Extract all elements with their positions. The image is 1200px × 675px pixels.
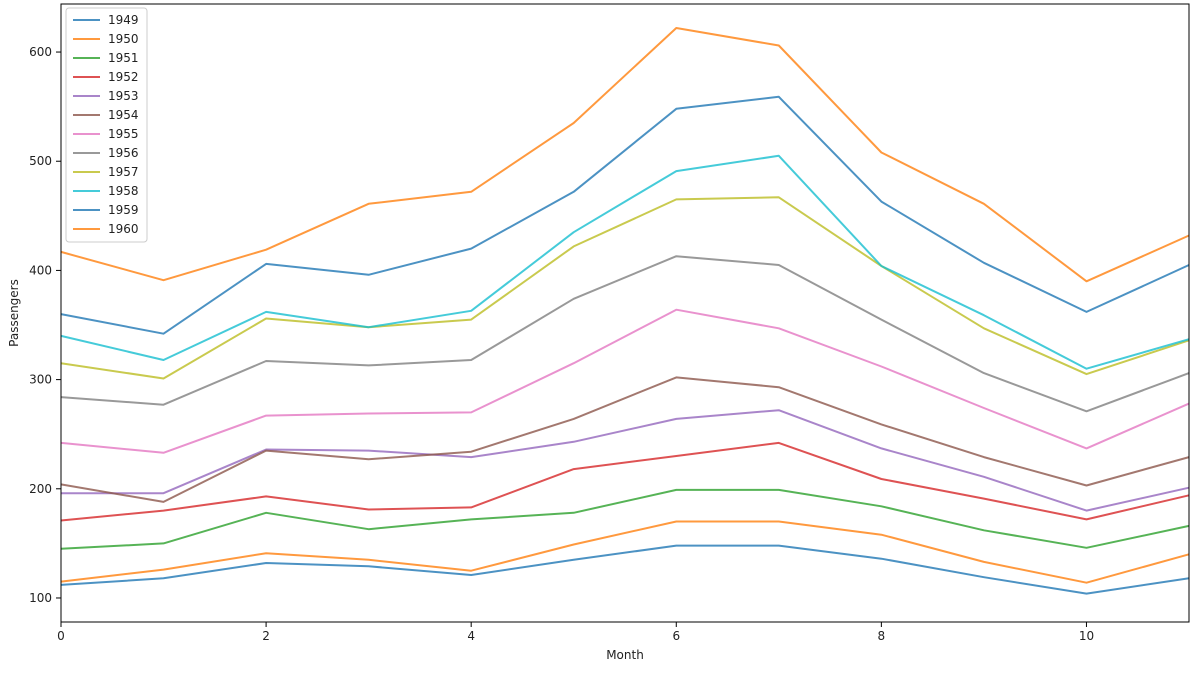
x-tick-label: 10 bbox=[1079, 629, 1094, 643]
series-line-1959 bbox=[60, 95, 1190, 335]
series-line-1958 bbox=[60, 154, 1190, 370]
x-tick-label: 4 bbox=[467, 629, 475, 643]
series-line-1952 bbox=[60, 441, 1190, 522]
legend-box bbox=[65, 7, 148, 243]
x-tick-label: 0 bbox=[57, 629, 65, 643]
legend-entry: 1949 bbox=[108, 13, 139, 27]
series-line-1950 bbox=[60, 520, 1190, 584]
plot-frame bbox=[60, 3, 1190, 623]
plot-lines bbox=[60, 27, 1190, 595]
series-line-1951 bbox=[60, 488, 1190, 550]
x-tick-label: 6 bbox=[672, 629, 680, 643]
legend-entry: 1952 bbox=[108, 70, 139, 84]
y-tick-label: 400 bbox=[29, 263, 52, 277]
y-tick-label: 500 bbox=[29, 154, 52, 168]
series-line-1956 bbox=[60, 255, 1190, 413]
legend-entry: 1955 bbox=[108, 127, 139, 141]
legend: 1949 1950 1951 1952 1953 1954 1955 1956 1957 1958… bbox=[65, 7, 148, 243]
series-line-1953 bbox=[61, 409, 1190, 512]
series-line-1954 bbox=[60, 376, 1190, 503]
y-axis-label: Passengers bbox=[7, 279, 21, 347]
legend-entry: 1957 bbox=[108, 165, 139, 179]
legend-entry: 1956 bbox=[108, 146, 139, 160]
y-axis: 100 200 300 400 500 600 bbox=[29, 45, 61, 605]
y-tick-label: 600 bbox=[29, 45, 52, 59]
legend-entry: 1959 bbox=[108, 203, 139, 217]
legend-entry: 1958 bbox=[108, 184, 139, 198]
series-line-1949 bbox=[60, 544, 1190, 595]
legend-entry: 1950 bbox=[108, 32, 139, 46]
legend-entry: 1951 bbox=[108, 51, 139, 65]
x-tick-label: 2 bbox=[262, 629, 270, 643]
y-tick-label: 300 bbox=[29, 373, 52, 387]
x-tick-label: 8 bbox=[878, 629, 886, 643]
legend-entry: 1960 bbox=[108, 222, 139, 236]
legend-entry: 1954 bbox=[108, 108, 139, 122]
series-line-1955 bbox=[60, 308, 1190, 454]
series-line-1960 bbox=[60, 27, 1190, 283]
x-axis: 0 2 4 6 8 10 bbox=[57, 622, 1094, 643]
y-tick-label: 100 bbox=[29, 591, 52, 605]
legend-entry: 1953 bbox=[108, 89, 139, 103]
series-line-1957 bbox=[60, 196, 1190, 380]
y-tick-label: 200 bbox=[29, 482, 52, 496]
x-axis-label: Month bbox=[606, 648, 644, 662]
